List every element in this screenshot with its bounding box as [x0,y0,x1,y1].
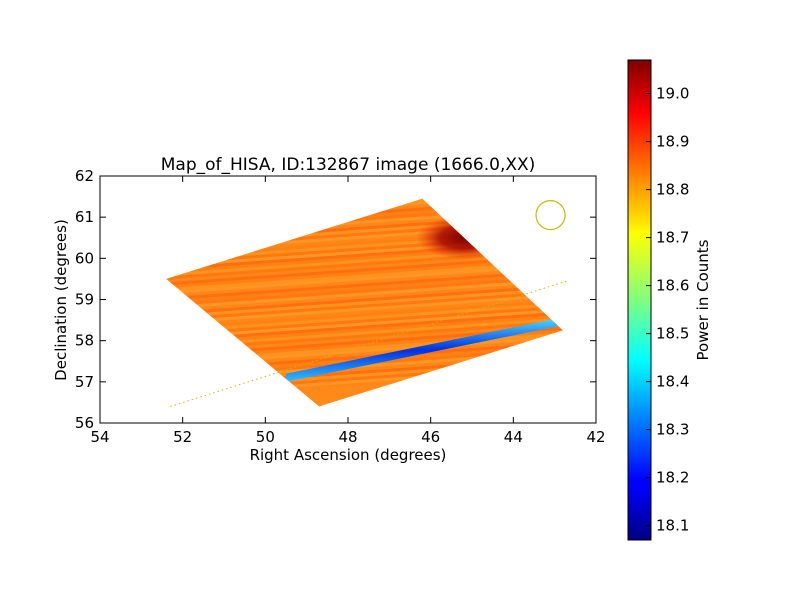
x-axis-ticks: 54 52 50 48 46 44 42 [90,176,606,446]
heatmap-streak [166,265,563,299]
heatmap-streak [166,280,563,314]
colorbar-tick-label: 18.2 [656,469,689,487]
colorbar-tick-label: 19.0 [656,85,689,103]
heatmap-streak [166,262,563,296]
colorbar-tick-label: 18.6 [656,277,689,295]
x-tick-label: 52 [173,428,192,446]
heatmap-streak [166,310,563,344]
heatmap-streak [166,298,563,332]
colorbar-tick-label: 18.7 [656,229,689,247]
heatmap-streak [166,268,563,302]
heatmap-streak [166,295,563,329]
heatmap-streak [166,198,563,209]
heatmap-streak [166,271,563,305]
y-axis-ticks: 56 57 58 59 60 61 62 [75,167,596,432]
heatmap-streak [166,313,563,347]
heatmap-streak [166,319,563,353]
heatmap-streak [166,325,563,359]
beam-circle [535,200,566,231]
heatmap-streak [166,301,563,335]
y-tick-label: 60 [75,249,94,267]
y-tick-label: 62 [75,167,94,185]
y-axis-label: Declination (degrees) [52,219,70,381]
x-tick-label: 46 [421,428,440,446]
heatmap-streak [166,198,563,221]
colorbar-ticks: 18.1 18.2 18.3 18.4 18.5 18.6 18.7 18.8 18.9 19.0 [646,85,689,535]
heatmap-streak [166,198,563,218]
heatmap-high-power-blob [415,215,512,260]
x-tick-label: 42 [586,428,605,446]
heatmap-streak [166,292,563,326]
heatmap-streak [166,274,563,308]
heatmap-streak [166,316,563,350]
heatmap-streak [166,198,563,206]
y-tick-label: 57 [75,373,94,391]
heatmap-streak [166,198,563,215]
colorbar-tick-label: 18.5 [656,325,689,343]
colorbar-tick-label: 18.3 [656,421,689,439]
colorbar-gradient [627,59,652,541]
colorbar-tick-label: 18.4 [656,373,689,391]
chart-title: Map_of_HISA, ID:132867 image (1666.0,XX) [161,155,536,175]
y-tick-label: 59 [75,291,94,309]
colorbar-label: Power in Counts [694,239,712,360]
colorbar-tick-label: 18.9 [656,133,689,151]
heatmap-streak [166,198,563,212]
heatmap-streak [166,253,563,287]
colorbar: 18.1 18.2 18.3 18.4 18.5 18.6 18.7 18.8 18.9 19.0… [627,59,712,541]
x-tick-label: 54 [90,428,109,446]
heatmap-low-power-stripe [286,318,559,382]
x-tick-label: 50 [256,428,275,446]
heatmap-streak [166,283,563,317]
heatmap-streak [166,289,563,323]
x-tick-label: 44 [504,428,523,446]
colorbar-tick-label: 18.1 [656,517,689,535]
y-tick-label: 61 [75,208,94,226]
heatmap-streak [166,286,563,320]
heatmap-streak [166,307,563,341]
heatmap-streak [166,304,563,338]
heatmap-region [166,198,563,407]
heatmap-streak [166,277,563,311]
x-tick-label: 48 [338,428,357,446]
heatmap-streak [166,259,563,293]
y-tick-label: 58 [75,332,94,350]
colorbar-tick-label: 18.8 [656,181,689,199]
heatmap-streak [166,322,563,356]
y-tick-label: 56 [75,414,94,432]
x-axis-label: Right Ascension (degrees) [250,446,447,464]
plot-area: 54 52 50 48 46 44 42 56 57 58 59 60 61 62 [75,167,606,446]
heatmap-streak [166,256,563,290]
dotted-line [170,280,568,408]
